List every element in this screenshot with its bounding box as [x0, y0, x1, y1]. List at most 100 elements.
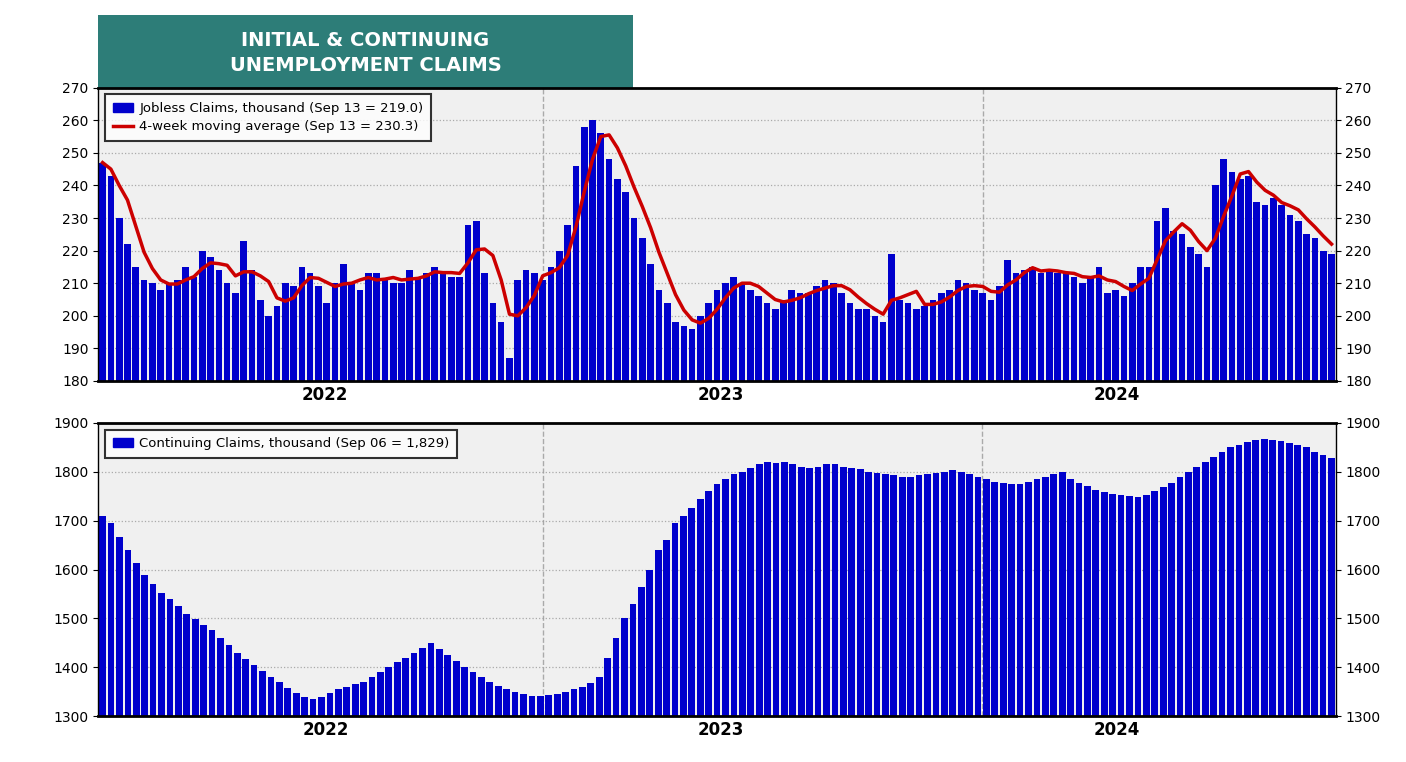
Bar — [470, 672, 477, 762]
Bar — [966, 474, 973, 762]
Bar — [1092, 491, 1099, 762]
Bar — [276, 682, 283, 762]
Bar — [481, 274, 488, 762]
Bar — [882, 474, 889, 762]
Bar — [1126, 496, 1133, 762]
Bar — [730, 277, 737, 762]
Bar — [1295, 221, 1302, 762]
Bar — [1163, 208, 1168, 762]
Bar — [1229, 172, 1236, 762]
Bar — [427, 643, 434, 762]
Bar — [257, 299, 264, 762]
Bar — [1112, 290, 1119, 762]
Bar — [352, 684, 359, 762]
Bar — [411, 653, 418, 762]
Bar — [1227, 447, 1234, 762]
Bar — [1219, 452, 1226, 762]
Bar — [821, 280, 828, 762]
Bar — [335, 690, 342, 762]
Bar — [579, 687, 586, 762]
Bar — [1286, 443, 1292, 762]
Bar — [301, 696, 308, 762]
Bar — [983, 479, 990, 762]
Bar — [166, 283, 173, 762]
Bar — [706, 303, 711, 762]
Bar — [107, 175, 114, 762]
Bar — [638, 238, 645, 762]
Bar — [598, 133, 605, 762]
Bar — [125, 550, 131, 762]
Bar — [773, 463, 779, 762]
Bar — [1303, 447, 1309, 762]
Bar — [249, 271, 256, 762]
Bar — [191, 620, 198, 762]
Bar — [980, 293, 986, 762]
Bar — [1320, 251, 1327, 762]
Bar — [831, 465, 838, 762]
Bar — [789, 290, 796, 762]
Bar — [1008, 484, 1015, 762]
Bar — [472, 221, 479, 762]
Bar — [848, 468, 855, 762]
Bar — [115, 218, 122, 762]
Bar — [174, 280, 180, 762]
Bar — [623, 192, 628, 762]
Bar — [343, 687, 350, 762]
Bar — [315, 287, 322, 762]
Bar — [638, 587, 645, 762]
Bar — [250, 665, 257, 762]
Bar — [1220, 159, 1227, 762]
Bar — [406, 271, 413, 762]
Bar — [838, 293, 845, 762]
Bar — [873, 472, 880, 762]
Bar — [823, 465, 830, 762]
Bar — [621, 619, 628, 762]
Bar — [1076, 482, 1083, 762]
Bar — [955, 280, 962, 762]
Bar — [1278, 441, 1284, 762]
Bar — [731, 474, 737, 762]
Bar — [789, 465, 796, 762]
Bar — [706, 491, 711, 762]
Bar — [780, 299, 787, 762]
Bar — [360, 682, 367, 762]
Bar — [150, 584, 156, 762]
Bar — [461, 668, 468, 762]
Bar — [1185, 472, 1192, 762]
Bar — [806, 468, 813, 762]
Bar — [1160, 488, 1167, 762]
Bar — [865, 472, 872, 762]
Bar — [932, 472, 939, 762]
Bar — [1029, 267, 1036, 762]
Bar — [655, 550, 661, 762]
Bar — [562, 692, 569, 762]
Bar — [283, 283, 288, 762]
Bar — [1059, 472, 1066, 762]
Bar — [605, 658, 612, 762]
Bar — [415, 277, 422, 762]
Bar — [100, 162, 105, 762]
Bar — [747, 290, 754, 762]
Bar — [907, 477, 914, 762]
Bar — [464, 225, 471, 762]
Bar — [1154, 221, 1160, 762]
Bar — [946, 290, 953, 762]
Bar — [1212, 185, 1219, 762]
Bar — [546, 695, 553, 762]
Bar — [489, 303, 496, 762]
Bar — [596, 677, 603, 762]
Bar — [1021, 271, 1028, 762]
Bar — [855, 309, 862, 762]
Bar — [457, 277, 463, 762]
Bar — [217, 638, 224, 762]
Bar — [929, 299, 936, 762]
Bar — [957, 472, 965, 762]
Bar — [756, 465, 762, 762]
Bar — [1270, 198, 1277, 762]
Bar — [1080, 283, 1085, 762]
Bar — [588, 683, 595, 762]
Bar — [772, 309, 779, 762]
Bar — [486, 682, 494, 762]
Bar — [814, 287, 820, 762]
Bar — [697, 315, 704, 762]
